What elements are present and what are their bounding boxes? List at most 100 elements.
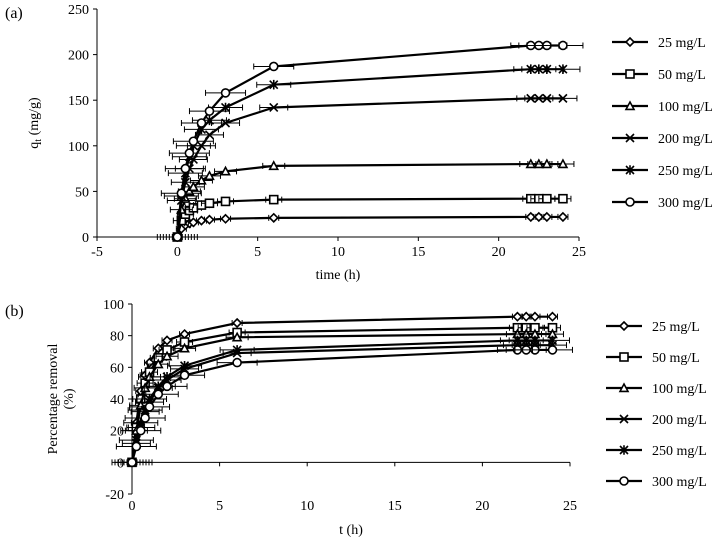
- x-tick-label: 20: [492, 245, 506, 260]
- data-point-shape: [204, 170, 215, 181]
- x-tick-label: 15: [411, 245, 425, 260]
- data-point: [542, 193, 552, 204]
- legend-label: 25 mg/L: [652, 320, 700, 335]
- data-point-shape: [204, 106, 215, 116]
- legend-label: 25 mg/L: [658, 36, 706, 51]
- data-point: [558, 193, 568, 204]
- data-point: [180, 163, 191, 174]
- data-point: [558, 40, 568, 51]
- data-point-shape: [135, 425, 146, 436]
- x-tick-label: 15: [388, 499, 402, 514]
- data-point: [558, 64, 568, 74]
- data-point-shape: [541, 211, 552, 223]
- data-point-shape: [547, 311, 558, 322]
- data-point: [542, 93, 552, 103]
- data-point-shape: [220, 165, 231, 176]
- data-point: [268, 212, 279, 223]
- legend-marker: [625, 69, 635, 79]
- legend-entry: 100 mg/L: [606, 382, 707, 397]
- y-tick-label: -20: [105, 488, 124, 503]
- legend-label: 100 mg/L: [658, 100, 713, 115]
- y-axis-title-main: q: [27, 142, 42, 149]
- data-point: [153, 389, 164, 400]
- legend-marker: [625, 165, 635, 175]
- y-tick-label: 50: [75, 185, 89, 200]
- data-point: [529, 311, 541, 322]
- legend-marker: [619, 414, 629, 424]
- x-axis-title: t (h): [339, 523, 363, 538]
- panel-label: (b): [5, 303, 24, 320]
- y-tick-label: 20: [110, 425, 124, 440]
- data-point: [140, 413, 150, 423]
- y-axis-title-subscript: t: [33, 139, 44, 142]
- data-point-shape: [204, 214, 215, 225]
- data-point-shape: [268, 160, 280, 171]
- data-point: [512, 311, 523, 322]
- legend-marker: [618, 320, 630, 332]
- data-point-shape: [161, 335, 173, 346]
- data-point: [231, 317, 243, 329]
- legend-marker-shape: [619, 414, 629, 424]
- data-point: [204, 170, 215, 181]
- data-point-shape: [188, 136, 199, 147]
- data-point: [188, 181, 199, 192]
- data-point-shape: [204, 130, 215, 140]
- data-point: [161, 350, 173, 361]
- data-point-shape: [231, 331, 243, 342]
- data-point: [135, 425, 146, 436]
- data-point-shape: [140, 413, 150, 423]
- data-point-shape: [144, 402, 155, 412]
- x-tick-label: 10: [331, 245, 345, 260]
- y-tick-label: 80: [110, 330, 124, 345]
- legend-marker-shape: [619, 476, 629, 486]
- data-point: [557, 158, 569, 169]
- data-point-shape: [179, 342, 190, 353]
- data-point-shape: [184, 148, 195, 158]
- y-tick-label: 150: [68, 94, 89, 109]
- legend-entry: 300 mg/L: [606, 475, 707, 490]
- data-point: [188, 136, 199, 147]
- legend-marker: [619, 352, 629, 362]
- data-point: [179, 370, 190, 381]
- data-point-shape: [232, 345, 242, 355]
- data-point-shape: [172, 232, 183, 242]
- data-point-shape: [127, 457, 137, 468]
- data-point-shape: [542, 193, 552, 204]
- series-300-mg-L: [111, 345, 573, 468]
- data-point: [268, 61, 279, 72]
- legend-marker-shape: [618, 382, 630, 393]
- data-point-shape: [161, 350, 173, 361]
- legend-marker: [618, 382, 630, 393]
- legend-marker-shape: [618, 320, 630, 332]
- data-point-shape: [188, 181, 199, 192]
- legend-marker: [625, 133, 635, 143]
- legend-entry: 200 mg/L: [606, 413, 707, 428]
- data-point-shape: [512, 311, 523, 322]
- x-tick-label: -5: [91, 245, 103, 260]
- data-point-shape: [131, 441, 142, 452]
- data-point-shape: [547, 335, 558, 346]
- legend-label: 300 mg/L: [658, 196, 713, 211]
- data-point: [541, 158, 553, 169]
- data-point: [162, 381, 172, 392]
- data-point: [220, 165, 231, 176]
- data-point: [547, 311, 558, 322]
- data-point-shape: [220, 88, 231, 98]
- data-point: [172, 232, 183, 242]
- legend-label: 300 mg/L: [652, 475, 707, 490]
- legend-entry: 25 mg/L: [612, 36, 706, 51]
- data-point: [231, 331, 243, 342]
- data-point-shape: [268, 212, 279, 223]
- series-50-mg-L: [168, 193, 572, 242]
- data-point: [220, 196, 231, 207]
- data-point-shape: [162, 381, 172, 392]
- data-point: [179, 360, 190, 371]
- data-point: [232, 357, 242, 368]
- data-point-shape: [204, 198, 215, 209]
- x-tick-label: 20: [475, 499, 489, 514]
- legend-entry: 200 mg/L: [612, 132, 713, 147]
- data-point: [521, 311, 532, 322]
- data-point: [184, 148, 195, 158]
